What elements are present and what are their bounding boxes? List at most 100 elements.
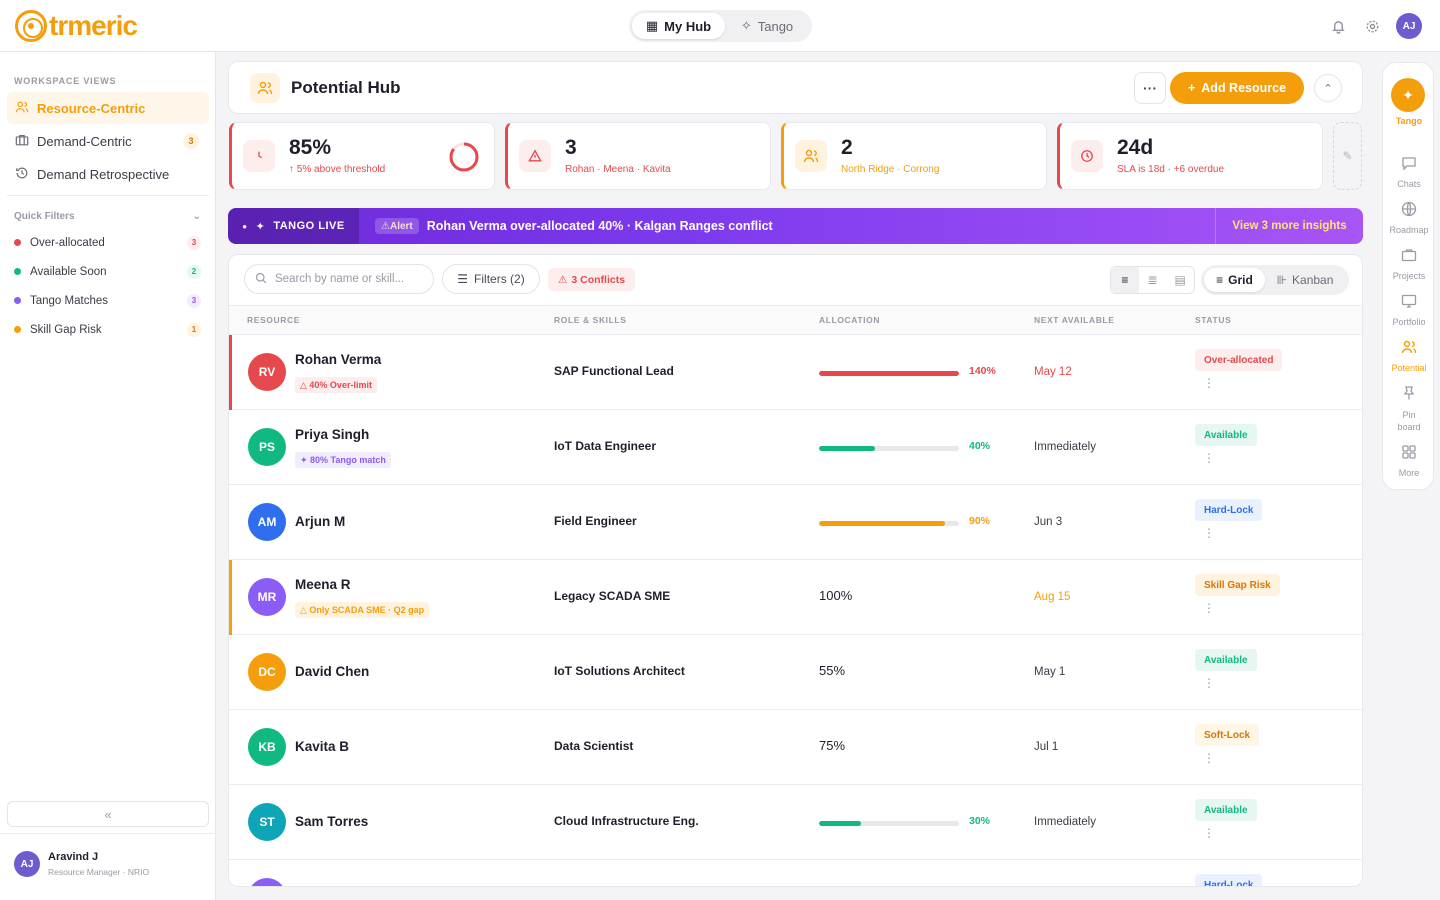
allocation-fill [819, 371, 959, 376]
sidebar-item-resource-centric[interactable]: Resource-Centric [7, 92, 209, 124]
filter-skill-gap-risk[interactable]: Skill Gap Risk 1 [14, 315, 201, 344]
filters-button[interactable]: ☰ Filters (2) [442, 264, 540, 294]
avatar: ST [248, 803, 286, 841]
rail-item-more[interactable]: More [1383, 444, 1435, 478]
tab-my-hub[interactable]: ▦ My Hub [632, 13, 725, 39]
row-menu-icon[interactable]: ⋮ [1203, 751, 1215, 765]
status-badge: Hard-Lock [1195, 874, 1263, 886]
row-menu-icon[interactable]: ⋮ [1203, 451, 1215, 465]
kpi-over-allocated[interactable]: 3 Rohan · Meena · Kavita [505, 122, 771, 190]
filter-label: Available Soon [30, 265, 107, 278]
sidebar-item-demand-retrospective[interactable]: Demand Retrospective [7, 158, 209, 190]
rail-label: More [1398, 468, 1420, 478]
status-badge: Available [1195, 424, 1257, 446]
row-menu-icon[interactable]: ⋮ [1203, 526, 1215, 540]
resource-name: Meena R [295, 577, 351, 592]
sidebar-user[interactable]: AJ Aravind J Resource Manager · NRIO [14, 851, 149, 877]
table-row[interactable]: PS Priya Singh ✦ 80% Tango match IoT Dat… [229, 410, 1362, 485]
tango-button[interactable]: ✦ [1391, 78, 1425, 112]
collapse-header-button[interactable]: ⌃ [1314, 74, 1342, 102]
status-badge: Available [1195, 649, 1257, 671]
hub-switch: ▦ My Hub ✧ Tango [629, 10, 812, 42]
row-menu-icon[interactable]: ⋮ [1203, 601, 1215, 615]
column-header[interactable]: ROLE & SKILLS [554, 315, 627, 325]
rail-item-roadmap[interactable]: Roadmap [1383, 201, 1435, 235]
ellipsis-icon: ··· [1143, 80, 1157, 96]
conflicts-badge[interactable]: ⚠ 3 Conflicts [548, 268, 635, 291]
sidebar-item-demand-centric[interactable]: Demand-Centric 3 [7, 125, 209, 157]
alert-text: Alert [389, 220, 413, 232]
row-menu-icon[interactable]: ⋮ [1203, 826, 1215, 840]
table-row[interactable]: Hard-Lock [229, 860, 1362, 886]
resource-table-panel: Search by name or skill... ☰ Filters (2)… [228, 254, 1363, 887]
allocation-percent: 75% [819, 738, 846, 753]
kpi-skill-gaps[interactable]: 2 North Ridge · Corrong [781, 122, 1047, 190]
sidebar-item-label: Demand Retrospective [37, 166, 170, 182]
search-input[interactable]: Search by name or skill... [244, 264, 434, 294]
kpi-sla[interactable]: 24d SLA is 18d · +6 overdue [1057, 122, 1323, 190]
gear-icon[interactable] [1362, 16, 1382, 36]
quick-filters-header[interactable]: Quick Filters ⌄ [14, 211, 201, 222]
rail-item-pin-board[interactable]: Pin board [1383, 385, 1435, 433]
rail-item-tango[interactable]: Tango [1383, 116, 1435, 126]
density-comfortable-icon[interactable]: ▤ [1174, 273, 1186, 287]
table-row[interactable]: ST Sam Torres Cloud Infrastructure Eng. … [229, 785, 1362, 860]
next-available: Immediately [1034, 441, 1096, 453]
resource-name: Sam Torres [295, 814, 369, 829]
badge-label: 3 Conflicts [571, 273, 626, 286]
resource-name: Arjun M [295, 514, 346, 529]
divider [7, 195, 209, 196]
resource-tag: △ 40% Over-limit [295, 377, 377, 393]
people-icon [250, 73, 280, 103]
search-icon [255, 272, 267, 287]
sparkle-icon: ✦ [1402, 86, 1414, 103]
avatar: KB [248, 728, 286, 766]
rail-label: Chats [1397, 179, 1421, 189]
resource-role: Legacy SCADA SME [554, 589, 671, 603]
column-header[interactable]: NEXT AVAILABLE [1034, 315, 1115, 325]
rail-item-projects[interactable]: Projects [1383, 247, 1435, 281]
rail-item-potential[interactable]: Potential [1383, 339, 1435, 373]
table-row[interactable]: AM Arjun M Field Engineer 90% Jun 3 Hard… [229, 485, 1362, 560]
more-options-button[interactable]: ··· [1134, 72, 1166, 104]
filter-tango-matches[interactable]: Tango Matches 3 [14, 286, 201, 315]
status-badge: Available [1195, 799, 1257, 821]
rail-item-portfolio[interactable]: Portfolio [1383, 293, 1435, 327]
view-grid-button[interactable]: ≡ Grid [1204, 268, 1265, 292]
count-badge: 2 [187, 264, 201, 279]
filter-available-soon[interactable]: Available Soon 2 [14, 257, 201, 286]
warning-icon [519, 140, 551, 172]
rail-item-chats[interactable]: Chats [1383, 155, 1435, 189]
column-header[interactable]: RESOURCE [247, 315, 300, 325]
density-normal-icon[interactable]: ≣ [1147, 273, 1158, 287]
tab-tango[interactable]: ✧ Tango [725, 13, 809, 39]
status-badge: Soft-Lock [1195, 724, 1260, 746]
view-more-insights-link[interactable]: View 3 more insights [1215, 208, 1363, 244]
row-menu-icon[interactable]: ⋮ [1203, 376, 1215, 390]
table-row[interactable]: RV Rohan Verma △ 40% Over-limit SAP Func… [229, 335, 1362, 410]
double-chevron-left-icon: « [104, 806, 112, 822]
status-dot [14, 326, 21, 333]
table-row[interactable]: MR Meena R △ Only SCADA SME · Q2 gap Leg… [229, 560, 1362, 635]
edit-kpis-button[interactable]: ✎ [1333, 122, 1362, 190]
column-header[interactable]: STATUS [1195, 315, 1232, 325]
right-rail: ✦ Tango Chats Roadmap Projects Portfolio… [1382, 62, 1434, 490]
add-resource-button[interactable]: + Add Resource [1170, 72, 1304, 104]
kpi-utilization[interactable]: 85% ↑ 5% above threshold [229, 122, 495, 190]
bell-icon[interactable] [1328, 16, 1348, 36]
allocation-bar [819, 821, 959, 826]
view-kanban-button[interactable]: ⊪ Kanban [1265, 268, 1345, 292]
allocation-bar [819, 371, 959, 376]
gauge-icon [243, 140, 275, 172]
user-avatar[interactable]: AJ [1396, 13, 1422, 39]
brand-logo[interactable]: trmeric [15, 9, 138, 43]
density-compact-icon[interactable]: ≡ [1111, 267, 1139, 293]
filter-over-allocated[interactable]: Over-allocated 3 [14, 228, 201, 257]
row-menu-icon[interactable]: ⋮ [1203, 676, 1215, 690]
logo-mark-icon [15, 10, 47, 42]
column-header[interactable]: ALLOCATION [819, 315, 881, 325]
table-row[interactable]: KB Kavita B Data Scientist 75% Jul 1 Sof… [229, 710, 1362, 785]
table-row[interactable]: DC David Chen IoT Solutions Architect 55… [229, 635, 1362, 710]
collapse-sidebar-button[interactable]: « [7, 801, 209, 827]
quick-filters-title: Quick Filters [14, 211, 75, 222]
